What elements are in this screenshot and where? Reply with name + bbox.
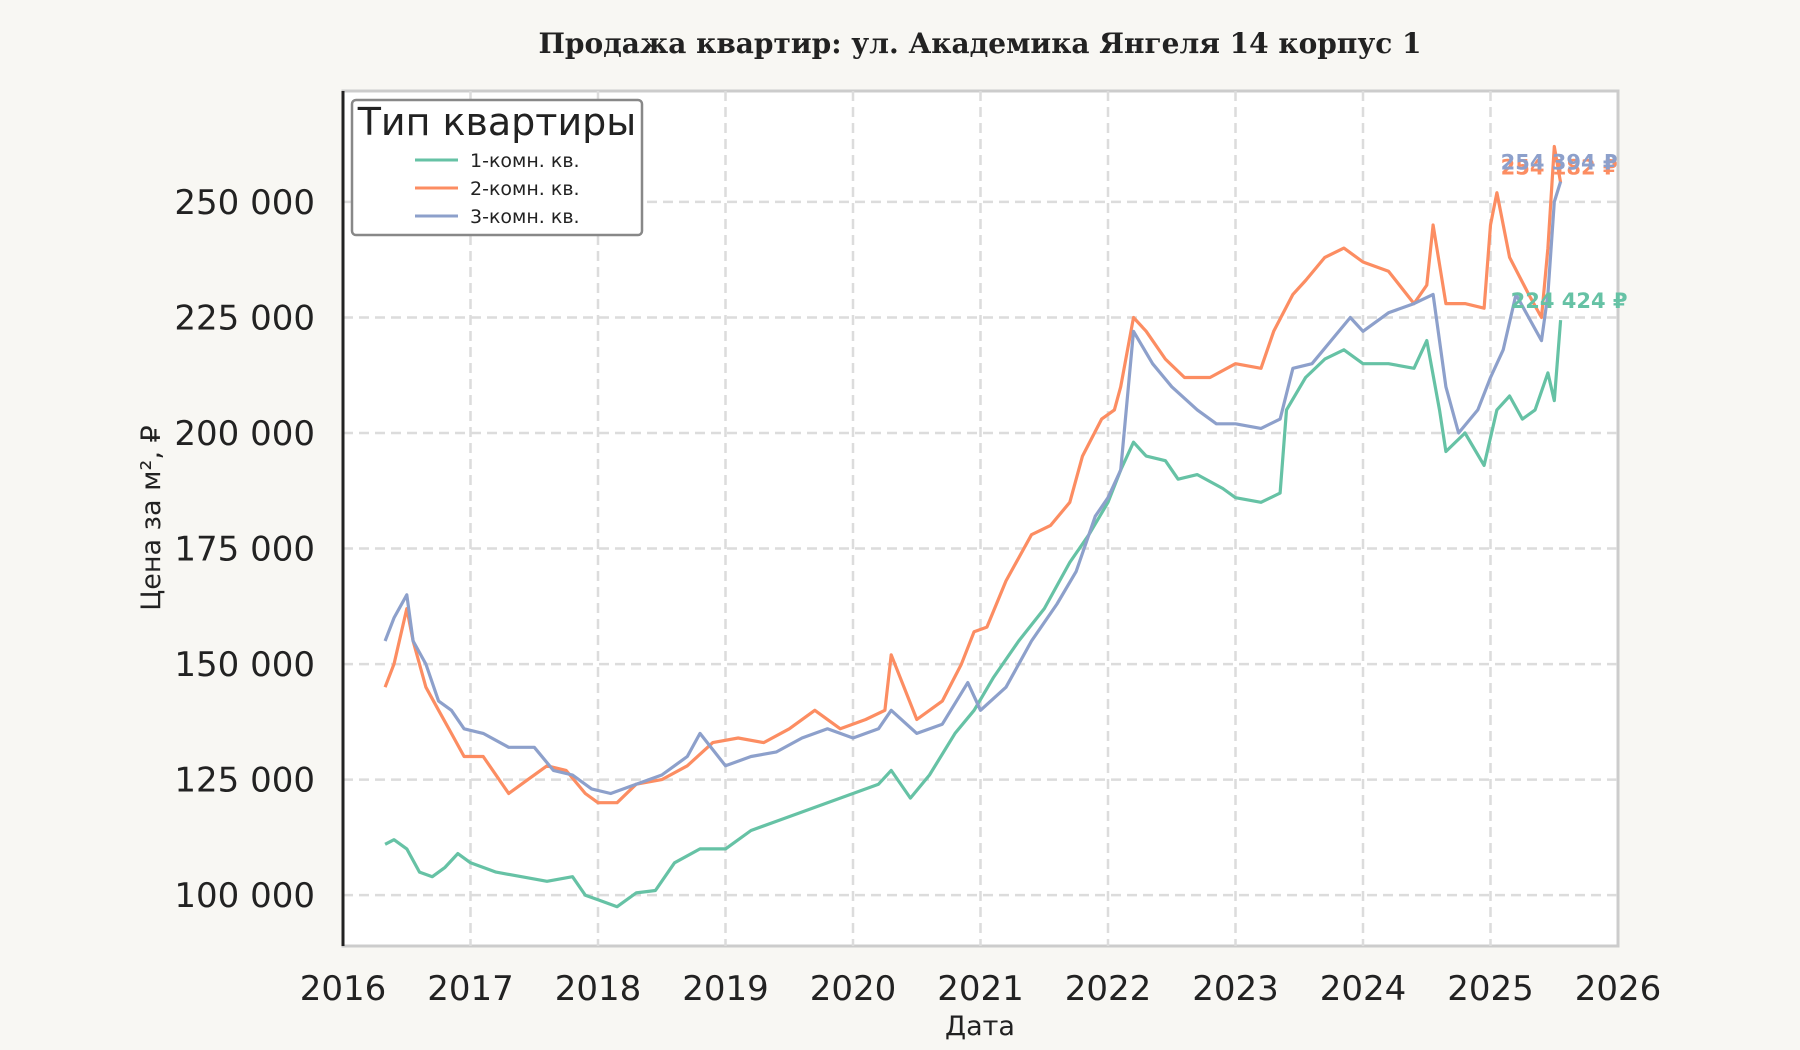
legend: Тип квартиры 1-комн. кв. 2-комн. кв. 3-ком…: [350, 98, 644, 237]
x-tick-label: 2026: [1575, 969, 1662, 1009]
y-tick-label: 125 000: [174, 761, 315, 801]
x-tick-label: 2019: [682, 969, 769, 1009]
grid-lines: [343, 91, 1618, 946]
series-line-2: [383, 144, 1563, 805]
y-tick-labels: 100 000 125 000 150 000 175 000 200 000 225 0…: [174, 183, 315, 916]
legend-entry: 1-комн. кв.: [470, 150, 580, 172]
y-tick-label: 100 000: [174, 876, 315, 916]
legend-entry: 2-комн. кв.: [470, 178, 580, 200]
x-tick-label: 2022: [1065, 969, 1152, 1009]
x-tick-label: 2021: [937, 969, 1024, 1009]
legend-entry: 3-комн. кв.: [470, 206, 580, 228]
series-line-3: [383, 181, 1563, 796]
series-line-1: [384, 319, 1563, 909]
series-lines: [383, 144, 1563, 909]
x-tick-label: 2016: [300, 969, 387, 1009]
series-end-label: 254 394 ₽: [1501, 151, 1618, 175]
chart-title: Продажа квартир: ул. Академика Янгеля 14…: [538, 27, 1421, 60]
x-tick-label: 2018: [555, 969, 642, 1009]
x-tick-label: 2023: [1192, 969, 1279, 1009]
x-tick-labels: 2016 2017 2018 2019 2020 2021 2022 2023 2024 2025…: [300, 969, 1662, 1009]
series-end-label: 254 182 ₽: [1501, 156, 1618, 180]
x-tick-label: 2020: [810, 969, 897, 1009]
y-tick-label: 150 000: [174, 645, 315, 685]
x-axis-label: Дата: [945, 1011, 1015, 1042]
y-tick-label: 200 000: [174, 414, 315, 454]
x-tick-label: 2025: [1447, 969, 1534, 1009]
legend-box: [350, 98, 644, 237]
end-labels: 224 424 ₽ 254 182 ₽254 394 ₽: [1501, 151, 1628, 314]
x-tick-label: 2017: [427, 969, 514, 1009]
series-end-label: 224 424 ₽: [1511, 289, 1628, 313]
legend-title: Тип квартиры: [357, 100, 637, 144]
x-tick-label: 2024: [1320, 969, 1407, 1009]
y-axis-label: Цена за м², ₽: [136, 425, 167, 610]
y-tick-label: 225 000: [174, 298, 315, 338]
y-tick-label: 250 000: [174, 183, 315, 223]
y-tick-label: 175 000: [174, 530, 315, 570]
